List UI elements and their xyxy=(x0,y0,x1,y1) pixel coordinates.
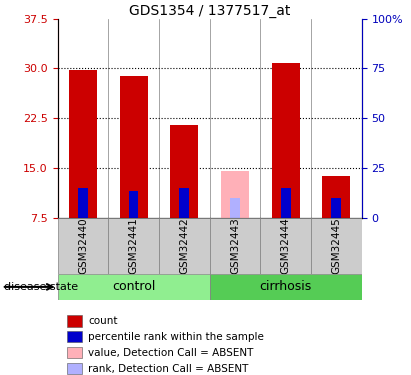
Text: count: count xyxy=(88,316,118,326)
Text: GSM32443: GSM32443 xyxy=(230,217,240,274)
Bar xyxy=(67,315,82,327)
Bar xyxy=(67,347,82,358)
Text: rank, Detection Call = ABSENT: rank, Detection Call = ABSENT xyxy=(88,364,248,374)
Text: control: control xyxy=(112,280,155,293)
Bar xyxy=(129,191,139,217)
Bar xyxy=(179,188,189,218)
Bar xyxy=(58,217,108,274)
Bar xyxy=(221,171,249,217)
Bar xyxy=(210,217,260,274)
Text: GSM32440: GSM32440 xyxy=(78,217,88,274)
Text: GSM32445: GSM32445 xyxy=(331,217,341,274)
Text: GSM32442: GSM32442 xyxy=(179,217,189,274)
Text: disease state: disease state xyxy=(4,282,78,292)
Bar xyxy=(272,63,300,217)
Bar xyxy=(58,274,210,300)
Bar xyxy=(281,188,291,218)
Bar xyxy=(108,217,159,274)
Bar xyxy=(230,198,240,217)
Text: GSM32441: GSM32441 xyxy=(129,217,139,274)
Bar xyxy=(322,176,350,218)
Text: value, Detection Call = ABSENT: value, Detection Call = ABSENT xyxy=(88,348,253,358)
Text: percentile rank within the sample: percentile rank within the sample xyxy=(88,332,264,342)
Bar xyxy=(120,76,148,217)
Bar xyxy=(67,363,82,374)
Bar xyxy=(210,274,362,300)
Text: cirrhosis: cirrhosis xyxy=(259,280,312,293)
Bar xyxy=(311,217,362,274)
Bar xyxy=(67,331,82,342)
Title: GDS1354 / 1377517_at: GDS1354 / 1377517_at xyxy=(129,4,290,18)
Bar xyxy=(260,217,311,274)
Text: GSM32444: GSM32444 xyxy=(281,217,291,274)
Bar xyxy=(78,188,88,218)
Bar xyxy=(69,70,97,217)
Bar xyxy=(159,217,210,274)
Bar xyxy=(170,125,198,217)
Bar xyxy=(331,198,341,217)
